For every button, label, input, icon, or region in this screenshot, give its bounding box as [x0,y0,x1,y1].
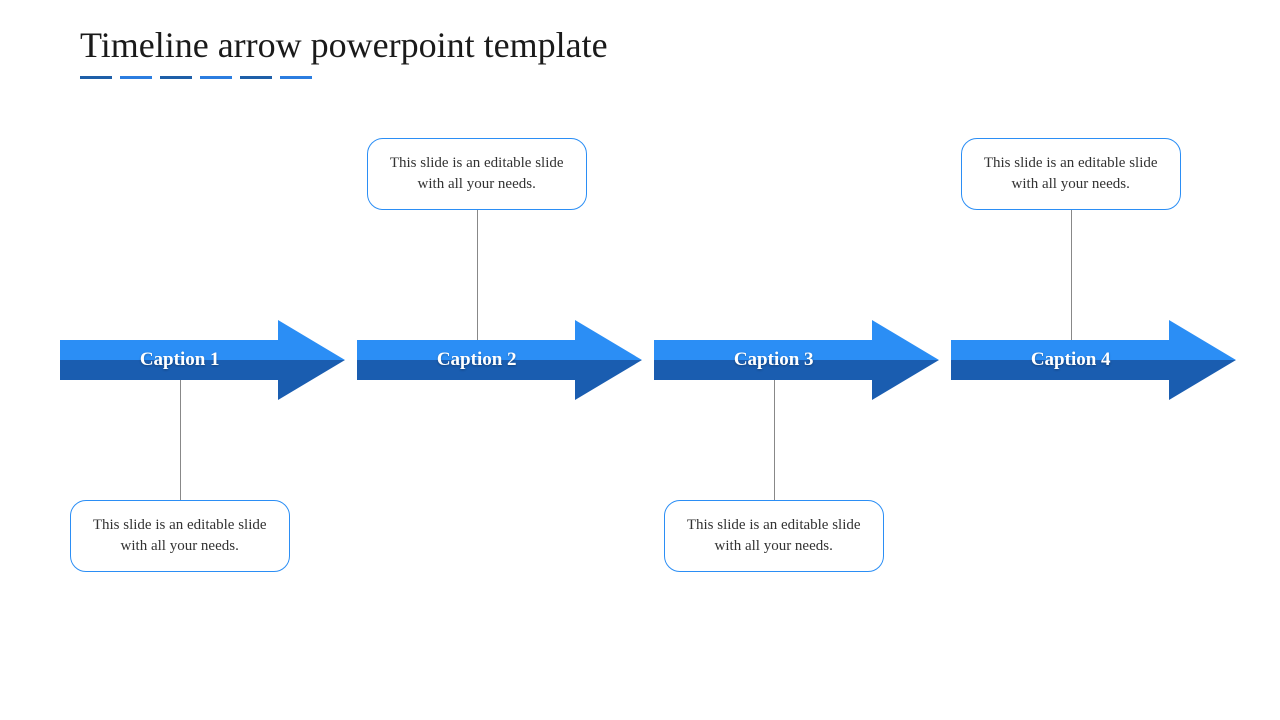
callout-connector [774,380,775,500]
underline-dash [160,76,192,79]
underline-dash [280,76,312,79]
callout-box: This slide is an editable slide with all… [664,500,884,572]
callout-text: This slide is an editable slide with all… [681,515,867,557]
callout-connector [180,380,181,500]
underline-dash [240,76,272,79]
arrow-caption: Caption 3 [734,349,814,371]
callout-box: This slide is an editable slide with all… [367,138,587,210]
timeline-arrow: Caption 4 [951,320,1236,400]
timeline-arrow: Caption 3 [654,320,939,400]
underline-dash [120,76,152,79]
arrow-caption: Caption 4 [1031,349,1111,371]
callout-box: This slide is an editable slide with all… [70,500,290,572]
underline-dash [200,76,232,79]
callout-text: This slide is an editable slide with all… [384,153,570,195]
callout-connector [1071,208,1072,340]
callout-box: This slide is an editable slide with all… [961,138,1181,210]
arrow-caption: Caption 2 [437,349,517,371]
underline-dash [80,76,112,79]
timeline-arrow: Caption 1 [60,320,345,400]
callout-text: This slide is an editable slide with all… [978,153,1164,195]
page-title: Timeline arrow powerpoint template [80,24,608,66]
title-underline [80,76,312,79]
callout-connector [477,208,478,340]
arrow-caption: Caption 1 [140,349,220,371]
timeline-container: Caption 1 Caption 2 Caption 3 Caption 4 [60,320,1240,400]
timeline-arrow: Caption 2 [357,320,642,400]
callout-text: This slide is an editable slide with all… [87,515,273,557]
